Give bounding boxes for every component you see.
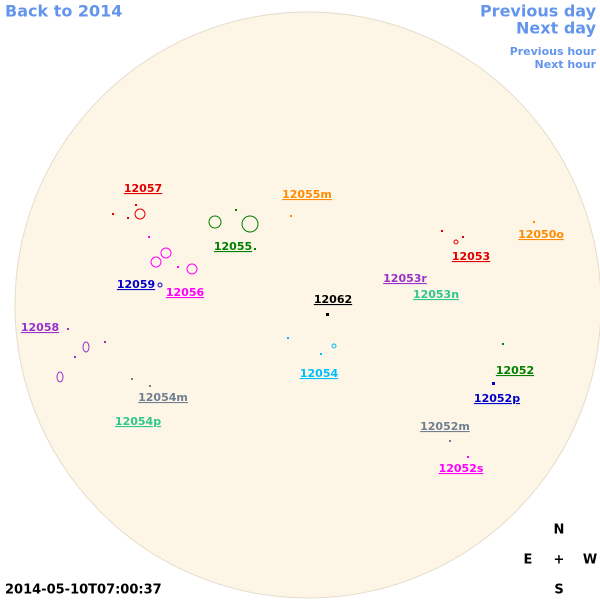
spot [320, 353, 322, 355]
contour [134, 208, 146, 220]
spot [326, 313, 329, 316]
contour [453, 239, 459, 245]
spot [131, 378, 133, 380]
spot [149, 385, 151, 387]
region-label[interactable]: 12053r [383, 272, 427, 285]
compass-north: N [554, 523, 565, 538]
contours [56, 208, 459, 383]
region-label[interactable]: 12052m [420, 420, 470, 433]
spot [67, 328, 69, 330]
contour [241, 215, 259, 233]
contour [331, 343, 337, 349]
region-label[interactable]: 12054m [138, 391, 188, 404]
compass-west: W [583, 553, 597, 568]
region-label[interactable]: 12055 [214, 240, 252, 253]
region-label[interactable]: 12050o [518, 228, 564, 241]
spot [492, 382, 495, 385]
spot [148, 236, 150, 238]
compass-center: + [554, 553, 565, 568]
next-hour-link[interactable]: Next hour [535, 58, 597, 71]
spot [127, 217, 129, 219]
spot [502, 343, 504, 345]
region-label[interactable]: 12052p [474, 392, 520, 405]
region-label[interactable]: 12053 [452, 250, 490, 263]
contour [56, 371, 64, 383]
spot [254, 248, 256, 250]
compass-east: E [524, 553, 533, 568]
spot [449, 440, 451, 442]
previous-hour-link[interactable]: Previous hour [510, 45, 597, 58]
spot [462, 236, 464, 238]
spot [104, 341, 106, 343]
region-label[interactable]: 12062 [314, 293, 352, 306]
spot [290, 215, 292, 217]
next-day-link[interactable]: Next day [516, 19, 597, 38]
timestamp: 2014-05-10T07:00:37 [5, 583, 162, 598]
contour [82, 341, 90, 353]
spot [112, 213, 114, 215]
region-label[interactable]: 12058 [21, 321, 59, 334]
region-label[interactable]: 12052 [496, 364, 534, 377]
spot [287, 337, 289, 339]
region-label[interactable]: 12055m [282, 188, 332, 201]
spot [74, 356, 76, 358]
spot [135, 204, 137, 206]
back-link[interactable]: Back to 2014 [5, 2, 122, 21]
region-label[interactable]: 12059 [117, 278, 155, 291]
solar-disk [14, 11, 600, 599]
region-label[interactable]: 12054p [115, 415, 161, 428]
spots [67, 204, 535, 458]
spot [441, 230, 443, 232]
region-label[interactable]: 12053n [413, 288, 459, 301]
previous-day-link[interactable]: Previous day [480, 2, 597, 21]
spot [235, 209, 237, 211]
region-label[interactable]: 12056 [166, 286, 205, 299]
spot [467, 456, 469, 458]
contour [208, 215, 222, 229]
contour [186, 263, 198, 275]
region-label[interactable]: 12054 [300, 367, 339, 380]
region-label[interactable]: 12052s [439, 462, 484, 475]
contour [157, 282, 163, 288]
spot [533, 221, 535, 223]
region-label[interactable]: 12057 [124, 182, 162, 195]
spot [177, 266, 179, 268]
compass-south: S [554, 583, 563, 598]
contour [150, 256, 162, 268]
contour [160, 247, 172, 259]
